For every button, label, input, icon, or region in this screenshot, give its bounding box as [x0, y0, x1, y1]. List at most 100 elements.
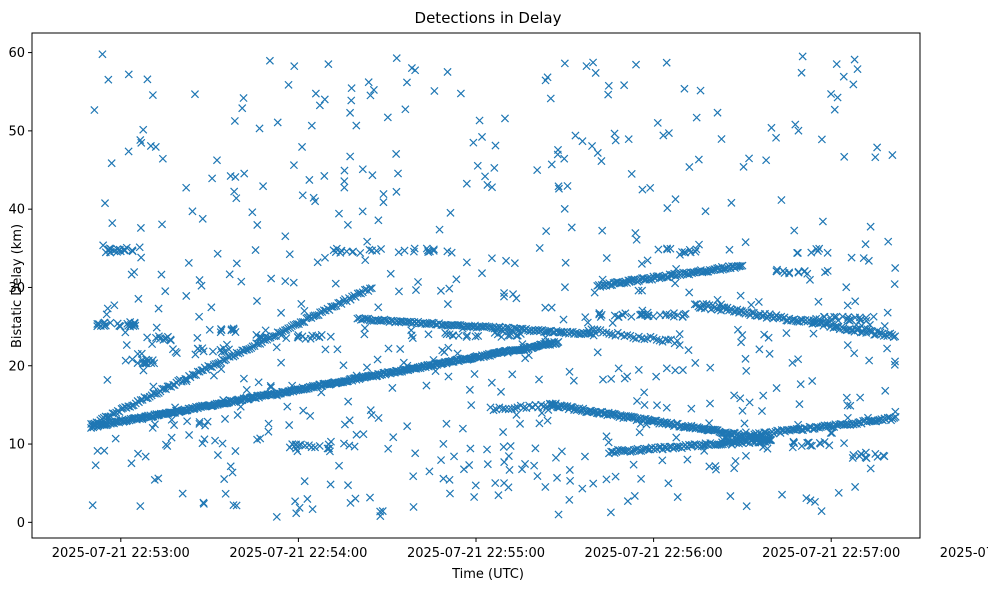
data-point-x-marker [443, 300, 452, 309]
data-point-x-marker [516, 419, 525, 428]
data-point-x-marker [150, 420, 159, 429]
data-point-x-marker [843, 341, 852, 350]
data-point-x-marker [810, 497, 820, 506]
data-point-x-marker [891, 332, 900, 341]
data-point-x-marker [880, 321, 889, 331]
data-point-x-marker [291, 497, 300, 506]
data-point-x-marker [856, 393, 865, 402]
data-point-x-marker [203, 417, 212, 426]
data-point-x-marker [300, 306, 309, 315]
data-point-x-marker [745, 154, 754, 163]
data-point-x-marker [791, 120, 800, 129]
data-point-x-marker [199, 499, 208, 508]
data-point-x-marker [602, 254, 611, 263]
data-point-x-marker [506, 331, 515, 340]
data-point-x-marker [340, 183, 349, 192]
data-point-x-marker [598, 275, 607, 284]
data-point-x-marker [741, 354, 750, 363]
data-point-x-marker [842, 393, 851, 402]
data-point-x-marker [614, 364, 623, 373]
data-point-x-marker [766, 436, 775, 445]
data-point-x-marker [546, 94, 555, 103]
data-point-x-marker [879, 331, 888, 340]
data-point-x-marker [658, 456, 667, 465]
data-point-x-marker [736, 394, 745, 403]
data-point-x-marker [853, 65, 862, 74]
data-point-x-marker [253, 435, 262, 444]
data-point-x-marker [827, 89, 836, 99]
data-point-x-marker [365, 245, 374, 254]
data-point-x-marker [152, 323, 161, 332]
data-point-x-marker [521, 459, 530, 468]
data-point-x-marker [471, 481, 480, 490]
data-point-x-marker [266, 383, 275, 392]
data-point-x-marker [820, 437, 829, 447]
data-point-x-marker [543, 416, 552, 425]
data-point-x-marker [124, 147, 133, 156]
data-point-x-marker [367, 410, 376, 420]
data-point-x-marker [259, 182, 268, 191]
data-point-x-marker [672, 433, 681, 442]
data-point-x-marker [596, 312, 605, 321]
data-point-x-marker [216, 328, 225, 337]
data-point-x-marker [818, 217, 827, 226]
data-point-x-marker [101, 248, 110, 257]
data-point-x-marker [198, 344, 207, 353]
data-point-x-marker [200, 435, 209, 444]
data-point-x-marker [475, 116, 484, 125]
data-point-x-marker [463, 331, 472, 340]
data-point-x-marker [446, 208, 455, 217]
data-point-x-marker [118, 404, 127, 413]
data-point-x-marker [158, 220, 167, 229]
data-point-x-marker [731, 456, 740, 466]
data-point-x-marker [362, 363, 372, 372]
data-point-x-marker [843, 301, 852, 310]
data-point-x-marker [388, 383, 397, 392]
data-point-x-marker [554, 184, 563, 193]
data-point-x-marker [565, 495, 574, 504]
data-point-x-marker [292, 509, 301, 518]
data-point-x-marker [533, 472, 542, 481]
data-point-x-marker [531, 444, 540, 453]
data-point-x-marker [360, 324, 369, 333]
data-point-x-marker [673, 493, 682, 502]
data-point-x-marker [891, 263, 900, 273]
data-point-x-marker [185, 430, 194, 440]
data-point-x-marker [843, 413, 852, 422]
data-point-x-marker [640, 335, 649, 344]
data-point-x-marker [638, 306, 647, 315]
data-point-x-marker [865, 356, 874, 365]
data-point-x-marker [195, 275, 204, 285]
data-point-x-marker [790, 226, 799, 235]
data-point-x-marker [135, 243, 144, 252]
data-point-x-marker [400, 246, 409, 255]
data-point-x-marker [741, 451, 750, 460]
data-point-x-marker [448, 331, 457, 340]
y-axis-label: Bistatic Delay (km) [10, 224, 25, 348]
data-point-x-marker [684, 346, 693, 355]
data-point-x-marker [742, 366, 751, 375]
data-point-x-marker [844, 316, 853, 325]
data-point-x-marker [218, 439, 227, 448]
data-point-x-marker [195, 312, 204, 321]
data-point-x-marker [624, 135, 633, 144]
data-point-x-marker [631, 228, 640, 238]
data-point-x-marker [604, 81, 613, 90]
data-point-x-marker [499, 292, 509, 301]
data-point-x-marker [465, 385, 474, 394]
data-point-x-marker [209, 371, 218, 380]
data-point-x-marker [146, 141, 155, 150]
data-point-x-marker [671, 195, 680, 204]
x-tick-label: 2025-07-21 22:55:00 [407, 546, 545, 561]
data-point-x-marker [759, 391, 768, 400]
data-point-x-marker [636, 419, 645, 428]
data-point-x-marker [409, 247, 418, 256]
data-point-x-marker [805, 275, 814, 284]
data-point-x-marker [217, 348, 226, 357]
data-point-x-marker [121, 328, 130, 337]
data-point-x-marker [821, 319, 830, 328]
data-point-x-marker [413, 277, 423, 287]
data-point-x-marker [664, 129, 673, 138]
data-point-x-marker [422, 381, 431, 390]
data-point-x-marker [553, 145, 563, 154]
